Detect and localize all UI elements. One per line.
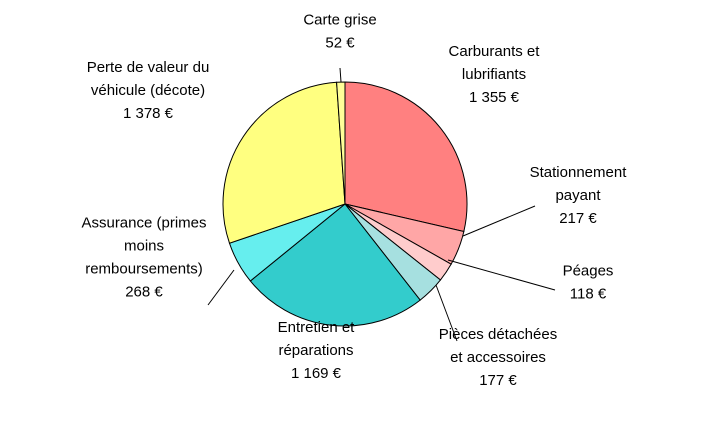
slice-assurance-value-label: 268 € (125, 284, 163, 301)
slice-carte-grise (336, 81, 346, 205)
slice-carburants-value-label: 1 355 € (469, 89, 520, 106)
slice-carte-grise-leader-line (339, 67, 342, 83)
slice-stationnement-label-line: Stationnement (530, 164, 628, 181)
slice-entretien-value-label: 1 169 € (291, 365, 342, 382)
slice-labels: Carburants et lubrifiants 1 355 € Stationne… (81, 12, 627, 390)
slice-carte-grise-value-label: 52 € (325, 35, 355, 52)
slice-peages-value-label: 118 € (570, 286, 607, 303)
slice-assurance-label-line: moins (124, 238, 164, 255)
slice-pieces-label-line: Pièces détachées (439, 326, 557, 343)
slice-assurance-label-line: Assurance (primes (81, 215, 206, 232)
pie-slices (222, 81, 468, 327)
slice-pieces-value-label: 177 € (479, 372, 517, 389)
slice-assurance-label-line: remboursements) (85, 261, 203, 278)
slice-pieces-label-line: et accessoires (450, 349, 546, 366)
slice-carte-grise-label-line: Carte grise (303, 12, 376, 29)
slice-stationnement-leader-line (462, 205, 536, 237)
leader-lines (207, 67, 556, 342)
slice-perte-valeur (222, 81, 346, 244)
slice-pieces-leader-line (435, 284, 458, 342)
slice-stationnement-label-line: payant (555, 187, 601, 204)
slice-carburants (344, 81, 468, 233)
slice-peages-label-line: Péages (563, 263, 614, 280)
slice-entretien (249, 203, 421, 327)
slice-entretien-label-line: Entretien et (278, 319, 356, 336)
slice-peages-leader-line (447, 259, 556, 291)
slice-entretien-label-line: réparations (278, 342, 353, 359)
slice-carburants-label-line: Carburants et (449, 43, 541, 60)
slice-carburants-label-line: lubrifiants (462, 66, 526, 83)
slice-stationnement-value-label: 217 € (559, 210, 597, 227)
slice-perte-valeur-label-line: véhicule (décote) (91, 82, 205, 99)
slice-assurance-leader-line (207, 269, 235, 306)
slice-perte-valeur-label-line: Perte de valeur du (87, 59, 210, 76)
slice-perte-valeur-value-label: 1 378 € (123, 105, 174, 122)
